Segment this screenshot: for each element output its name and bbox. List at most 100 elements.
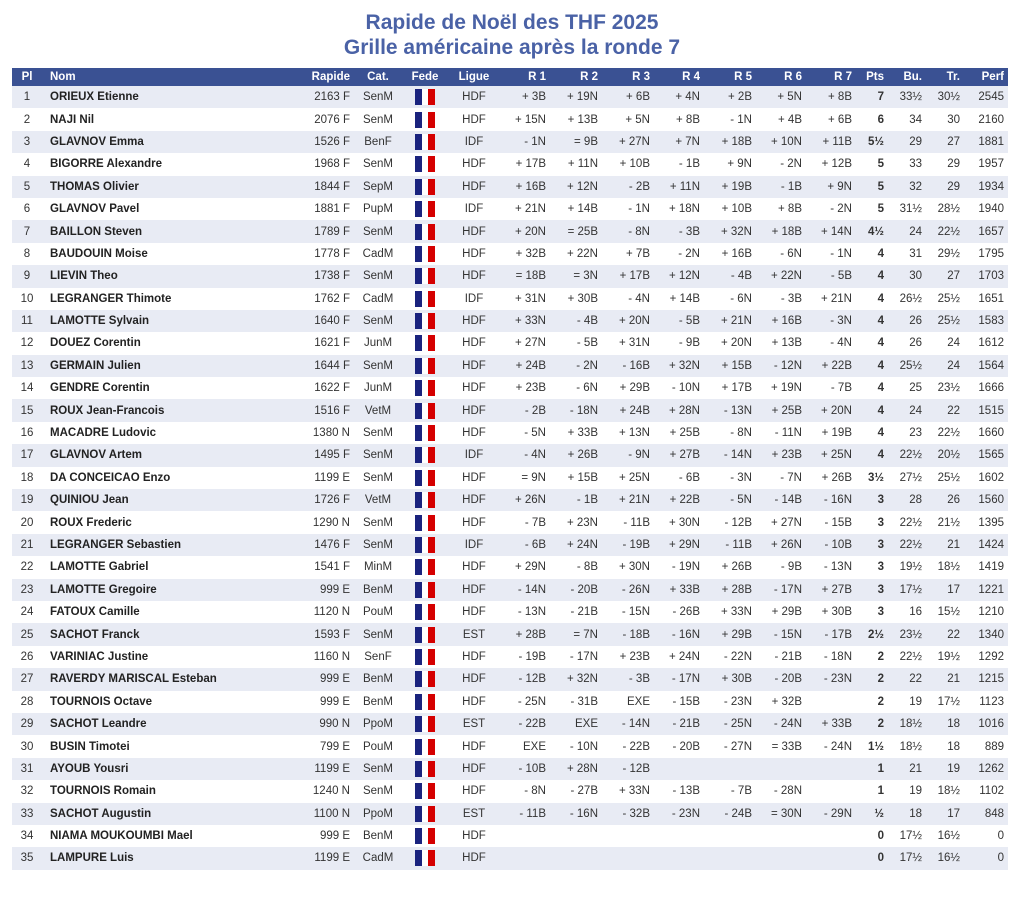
cell-r6: - 9B [780,561,802,574]
cell-rapide: 1738 F [300,265,354,288]
cell-rapide: 1199 E [314,471,350,484]
cell-pl: 5 [12,175,42,198]
header-col-r6: R 6 [756,68,806,86]
cell-rapide: 990 N [300,712,354,736]
cell-pts: 3 [877,516,884,529]
cell-tr: 21 [926,668,964,691]
cell-pts: 4 [856,265,888,288]
cell-ligue: HDF [462,695,486,708]
cell-r5: + 10B [721,203,752,216]
header-col-tr: Tr. [926,68,964,86]
table-row: 18 DA CONCEICAO Enzo 1199 E SenM HDF = 9N + 15… [12,467,1008,489]
cell-ligue: IDF [448,130,500,154]
cell-r5: + 2B [704,86,756,109]
cell-r7: - 3N [806,309,856,333]
header-col-rapide: Rapide [300,68,354,86]
cell-pl: 30 [20,740,34,753]
cell-cat: PupM [362,203,394,216]
cell-bu: 18½ [899,740,922,753]
cell-r7: + 11B [806,130,856,154]
cell-pts: 5½ [856,130,888,154]
cell-r7: - 18N [823,650,852,663]
cell-r6: + 29B [771,606,802,619]
cell-nom: DOUEZ Corentin [50,337,141,350]
cell-r1: - 10B [500,757,550,781]
cell-r1: + 27N [514,337,546,350]
table-row: 31 AYOUB Yousri 1199 E SenM HDF - 10B + 28N - 1… [12,757,1008,781]
cell-nom: SACHOT Leandre [42,712,300,736]
cell-r5 [704,757,756,781]
cell-r5: + 9N [727,158,752,171]
cell-r7: + 30B [821,606,852,619]
cell-r3 [602,825,654,847]
table-row: 9 LIEVIN Theo 1738 F SenM HDF = 18B = 3N + 17B +… [12,265,1008,288]
cell-r2: - 18N [550,399,602,422]
cell-ligue: HDF [448,578,500,601]
cell-fede [402,511,448,533]
cell-perf: 0 [997,830,1004,843]
cell-r2: - 5B [576,337,598,350]
cell-r2: - 10N [569,740,598,753]
cell-r6: - 2N [780,158,802,171]
cell-tr: 18½ [937,785,960,798]
france-flag-icon [415,425,435,442]
cell-bu: 31 [909,247,922,260]
cell-tr: 20½ [926,444,964,467]
table-row: 17 GLAVNOV Artem 1495 F SenM IDF - 4N + 26B - 9… [12,444,1008,467]
france-flag-icon [415,380,435,397]
cell-r3: + 5N [625,113,650,126]
cell-pl: 18 [20,471,34,484]
cell-bu: 16 [909,606,922,619]
cell-fede [402,332,448,354]
header-col-r5: R 5 [704,68,756,86]
cell-pl: 21 [12,533,42,557]
cell-cat: CadM [362,247,394,260]
table-row: 32 TOURNOIS Romain 1240 N SenM HDF - 8N - 27B +… [12,780,1008,802]
cell-r1: + 3B [500,86,550,109]
cell-nom: BAILLON Steven [42,220,300,243]
cell-nom: QUINIOU Jean [42,489,300,512]
cell-r4 [654,847,704,870]
cell-tr: 21½ [937,516,960,529]
france-flag-icon [415,514,435,531]
cell-nom: GLAVNOV Artem [42,444,300,467]
cell-pl: 25 [12,623,42,646]
cell-r1 [500,825,550,847]
cell-perf: 2160 [978,113,1004,126]
cell-rapide: 1621 F [314,337,350,350]
cell-bu: 19 [909,785,922,798]
cell-r1: - 12B [500,668,550,691]
cell-ligue: IDF [448,533,500,557]
cell-r5: + 20N [720,337,752,350]
cell-pts: 4 [877,292,884,305]
cell-r7: + 33B [806,712,856,736]
cell-pts: 7 [856,86,888,109]
cell-tr: 29 [947,158,960,171]
cell-r1: + 20N [500,220,550,243]
cell-r5: - 4B [704,265,756,288]
cell-fede [402,712,448,736]
table-row: 21 LEGRANGER Sebastien 1476 F SenM IDF - 6B + … [12,533,1008,557]
cell-r5: - 7B [730,785,752,798]
cell-pts: 3½ [868,471,884,484]
cell-bu: 18 [888,802,926,825]
cell-rapide: 1380 N [312,427,350,440]
table-row: 10 LEGRANGER Thimote 1762 F CadM IDF + 31N + 3… [12,288,1008,310]
cell-bu: 33 [909,158,922,171]
cell-r2: + 15B [567,471,598,484]
france-flag-icon [415,290,435,307]
cell-bu: 34 [909,113,922,126]
cell-r4: + 22B [654,489,704,512]
cell-rapide: 1968 F [314,158,350,171]
cell-r6: + 32B [771,695,802,708]
cell-perf: 1292 [978,650,1004,663]
cell-pl: 19 [12,489,42,512]
cell-nom: GERMAIN Julien [42,354,300,378]
cell-r7: + 22B [806,354,856,378]
cell-r6: + 13B [771,337,802,350]
cell-cat: SenM [354,623,402,646]
cell-rapide: 1778 F [314,247,350,260]
cell-ligue: HDF [462,830,486,843]
cell-r7: + 8B [806,86,856,109]
cell-pts: 1 [856,757,888,781]
